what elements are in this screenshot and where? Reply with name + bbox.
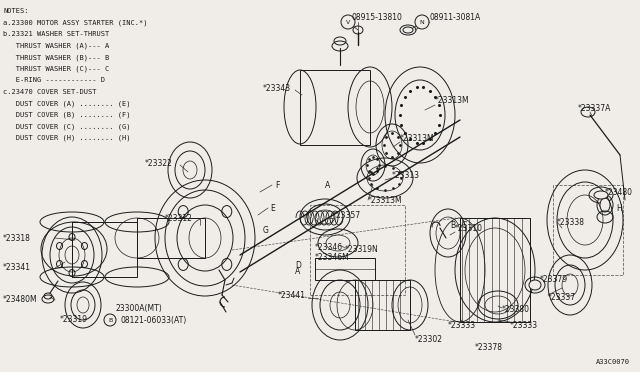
Bar [315,258,375,280]
Text: b.23321 WASHER SET-THRUST: b.23321 WASHER SET-THRUST [3,31,109,37]
Bar [460,218,530,322]
Bar [300,70,370,145]
Text: NOTES:: NOTES: [3,8,29,14]
Text: THRUST WASHER (C)--- C: THRUST WASHER (C)--- C [3,65,109,72]
Text: *23343: *23343 [263,83,291,93]
Text: THRUST WASHER (A)--- A: THRUST WASHER (A)--- A [3,42,109,49]
Text: *23337: *23337 [548,294,576,302]
Text: *23319N: *23319N [345,246,379,254]
Text: A33C0070: A33C0070 [596,359,630,365]
Text: B: B [450,221,455,230]
Circle shape [415,15,429,29]
Text: *23357: *23357 [333,211,361,219]
Text: DUST COVER (B) ........ (F): DUST COVER (B) ........ (F) [3,112,131,118]
Ellipse shape [403,27,413,33]
Text: *23313M: *23313M [368,196,403,205]
Text: *23346M: *23346M [315,253,349,263]
Circle shape [104,314,116,326]
Circle shape [341,15,355,29]
Text: *23480: *23480 [605,187,633,196]
Text: *23338: *23338 [557,218,585,227]
Text: *23313: *23313 [392,170,420,180]
Text: F: F [275,180,280,189]
Text: 08911-3081A: 08911-3081A [430,13,481,22]
Text: G: G [263,225,269,234]
Ellipse shape [594,191,608,199]
Bar [310,205,405,295]
Text: A: A [295,267,300,276]
Text: DUST COVER (A) ........ (E): DUST COVER (A) ........ (E) [3,100,131,106]
Bar [553,185,623,275]
Ellipse shape [529,280,541,290]
Text: *23318: *23318 [3,234,31,243]
Text: H: H [616,203,621,212]
Text: N: N [420,19,424,25]
Text: C: C [462,221,467,230]
Text: D: D [295,260,301,269]
Text: A: A [325,180,330,189]
Text: V: V [346,19,350,25]
Text: *23312: *23312 [165,214,193,222]
Text: *23313M: *23313M [435,96,470,105]
Text: *23341: *23341 [3,263,31,273]
Text: *23322: *23322 [145,158,173,167]
Bar [72,222,137,277]
Bar [355,280,410,330]
Text: 08121-06033(AT): 08121-06033(AT) [120,315,186,324]
Text: *23310: *23310 [455,224,483,232]
Text: *23319: *23319 [60,315,88,324]
Text: DUST COVER (H) ........ (H): DUST COVER (H) ........ (H) [3,135,131,141]
Text: a.23300 MOTOR ASSY STARTER (INC.*): a.23300 MOTOR ASSY STARTER (INC.*) [3,19,147,26]
Text: DUST COVER (C) ........ (G): DUST COVER (C) ........ (G) [3,123,131,129]
Text: *23378: *23378 [475,343,503,353]
Text: *23313M: *23313M [400,134,435,142]
Bar [137,218,205,258]
Text: *23380: *23380 [502,305,530,314]
Text: *23333: *23333 [510,321,538,330]
Text: *23480M: *23480M [3,295,38,305]
Text: *23441: *23441 [278,291,306,299]
Text: *23333: *23333 [448,321,476,330]
Text: 23300A(MT): 23300A(MT) [115,304,162,312]
Text: E: E [270,203,275,212]
Ellipse shape [600,198,610,212]
Text: E-RING ------------ D: E-RING ------------ D [3,77,105,83]
Text: *23379: *23379 [540,276,568,285]
Text: c.23470 COVER SET-DUST: c.23470 COVER SET-DUST [3,89,97,94]
Text: B: B [108,317,112,323]
Text: *23337A: *23337A [578,103,611,112]
Text: THRUST WASHER (B)--- B: THRUST WASHER (B)--- B [3,54,109,61]
Text: *23302: *23302 [415,336,443,344]
Text: 08915-13810: 08915-13810 [352,13,403,22]
Text: *23346: *23346 [315,244,343,253]
